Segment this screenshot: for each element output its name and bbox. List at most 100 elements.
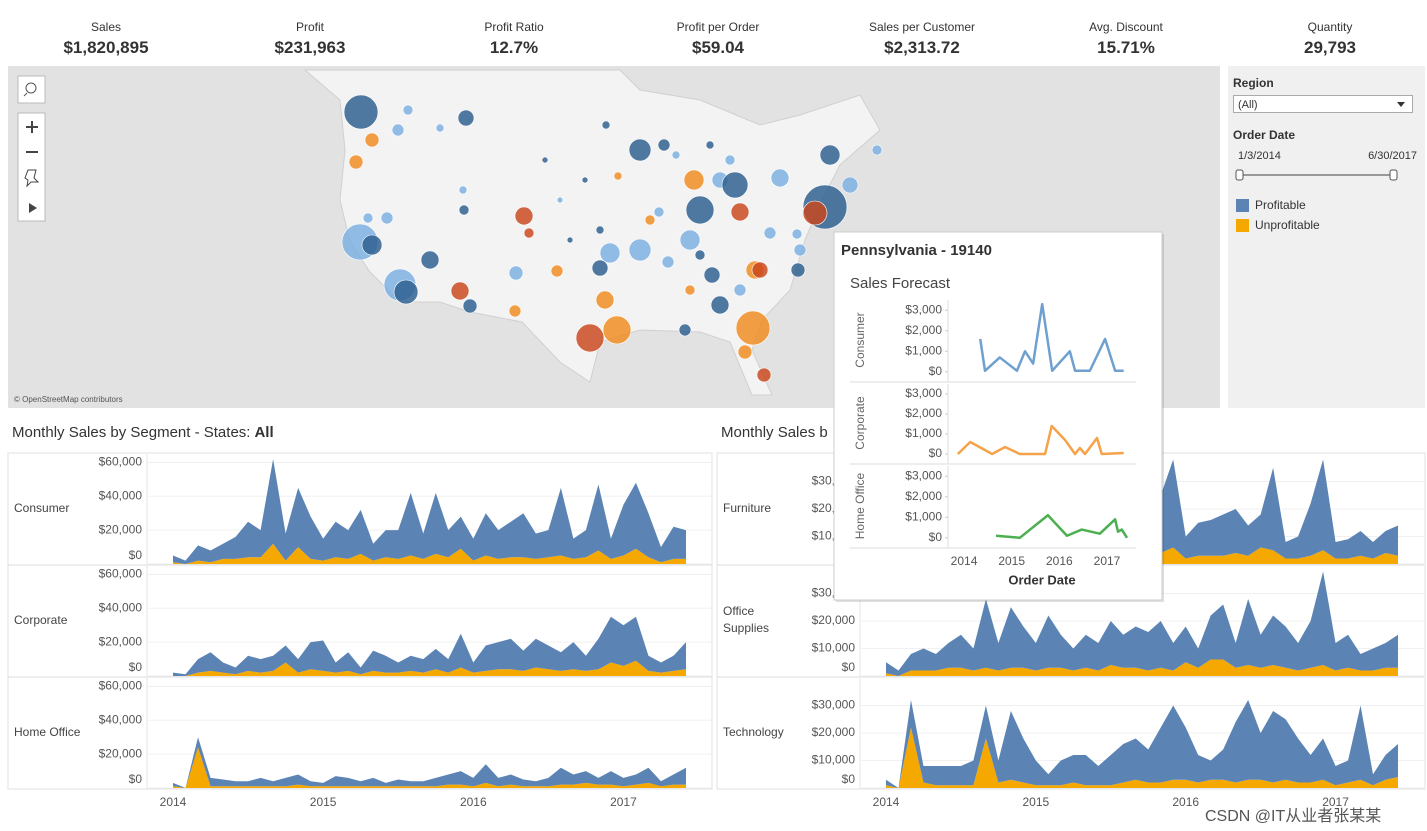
- map-bubble: [566, 236, 574, 244]
- y-tick-label: $30,000: [812, 698, 856, 712]
- area: [886, 700, 1398, 788]
- y-tick-label: $40,000: [99, 488, 143, 502]
- map-bubble: [644, 214, 656, 226]
- map-bubble: [802, 200, 828, 226]
- y-tick-label: $10,000: [812, 753, 856, 767]
- y-tick-label: $0: [929, 446, 943, 460]
- y-tick-label: $2,000: [905, 323, 942, 337]
- map-bubble: [575, 323, 605, 353]
- kpi: Sales per Customer $2,313.72: [820, 20, 1024, 58]
- search-button[interactable]: [17, 75, 46, 104]
- filter-label: Region: [1233, 76, 1274, 90]
- x-tick-label: 2015: [998, 554, 1025, 568]
- map-bubble: [380, 211, 394, 225]
- line: [956, 424, 1124, 456]
- map-bubble: [550, 264, 564, 278]
- legend-label: Profitable: [1255, 198, 1306, 212]
- slider-handle[interactable]: [1235, 169, 1244, 181]
- kpi: Quantity 29,793: [1228, 20, 1427, 58]
- area-chart: $0 $20,000 $40,000 $60,000: [8, 454, 712, 566]
- kpi-bar: Sales $1,820,895 Profit $231,963 Profit Rati…: [4, 20, 1427, 58]
- area-chart: $0 $20,000 $40,000 $60,000 2014 2015 2016 2017: [99, 678, 712, 809]
- map-bubble: [508, 265, 524, 281]
- x-tick-label: 2016: [1172, 795, 1199, 809]
- slider-handle[interactable]: [1389, 169, 1398, 181]
- x-tick-label: 2014: [160, 795, 187, 809]
- map-bubble: [770, 168, 790, 188]
- map-bubble: [730, 202, 750, 222]
- y-tick-label: $1,000: [905, 343, 942, 357]
- kpi-value: 12.7%: [489, 38, 539, 57]
- pin-button[interactable]: [24, 169, 40, 188]
- map-bubble: [595, 290, 615, 310]
- search-icon: [23, 92, 28, 97]
- y-tick-label: $3,000: [905, 468, 942, 482]
- kpi-value: 15.71%: [1097, 38, 1155, 57]
- watermark: CSDN @IT从业者张某某: [1205, 808, 1382, 825]
- map-bubble: [362, 212, 374, 224]
- x-tick-label: 2017: [1094, 554, 1121, 568]
- region-dropdown[interactable]: (All): [1233, 95, 1413, 113]
- date-start: 1/3/2014: [1238, 150, 1281, 162]
- date-end: 6/30/2017: [1368, 150, 1417, 162]
- kpi: Profit $231,963: [208, 20, 412, 58]
- y-tick-label: $0: [842, 660, 856, 674]
- kpi: Avg. Discount 15.71%: [1024, 20, 1228, 58]
- tooltip-subtitle: Sales Forecast: [850, 275, 951, 292]
- map-bubble: [819, 144, 841, 166]
- map-bubble: [737, 344, 753, 360]
- kpi-value: 29,793: [1304, 38, 1356, 57]
- map-bubble: [763, 226, 777, 240]
- row-label: Office Supplies: [723, 604, 770, 635]
- row-label: Home Office: [853, 472, 867, 539]
- kpi-label: Sales: [90, 20, 122, 34]
- legend-swatch: [1236, 198, 1249, 212]
- map-bubble: [457, 109, 475, 127]
- search-icon: [25, 82, 37, 94]
- map-bubble: [343, 94, 379, 130]
- segment-frame: [7, 452, 713, 790]
- section-title: Monthly Sales by Segment - States: All: [12, 424, 274, 441]
- map-bubble: [628, 138, 652, 162]
- legend-item: Unprofitable: [1236, 218, 1320, 232]
- y-tick-label: $20,000: [99, 522, 143, 536]
- kpi-value: $1,820,895: [63, 38, 149, 57]
- kpi: Sales $1,820,895: [4, 20, 208, 58]
- map-bubble: [756, 367, 772, 383]
- map-bubble: [435, 123, 445, 133]
- map-bubble: [841, 176, 859, 194]
- y-tick-label: $2,000: [905, 489, 942, 503]
- y-tick-label: $20,000: [812, 613, 856, 627]
- map-bubble: [364, 132, 380, 148]
- y-tick-label: $2,000: [905, 406, 942, 420]
- map-bubble: [458, 185, 468, 195]
- map-bubble: [694, 249, 706, 261]
- y-tick-label: $0: [129, 548, 143, 562]
- kpi-label: Profit per Order: [676, 20, 760, 34]
- us-land: [303, 69, 881, 396]
- map-bubbles: [341, 94, 883, 383]
- y-tick-label: $20,000: [99, 746, 143, 760]
- y-tick-label: $60,000: [99, 567, 143, 581]
- kpi: Profit per Order $59.04: [616, 20, 820, 58]
- date-slider[interactable]: [1228, 165, 1425, 185]
- y-tick-label: $0: [129, 772, 143, 786]
- area: [886, 571, 1398, 676]
- row-label: Home Office: [14, 725, 81, 739]
- map-bubble: [602, 315, 632, 345]
- dropdown-value: (All): [1238, 99, 1258, 111]
- y-tick-label: $3,000: [905, 386, 942, 400]
- area: [886, 727, 1398, 788]
- map-bubble: [683, 169, 705, 191]
- dropdown-arrow: [1397, 102, 1405, 107]
- kpi-label: Quantity: [1307, 20, 1353, 34]
- map-bubble: [361, 234, 383, 256]
- area-chart: $0 $20,000 $40,000 $60,000: [8, 566, 712, 678]
- play-button[interactable]: [29, 203, 37, 213]
- map-bubble: [348, 154, 364, 170]
- map-bubble: [685, 195, 715, 225]
- area: [173, 660, 686, 676]
- line: [995, 513, 1129, 540]
- map-bubble: [514, 206, 534, 226]
- map-bubble: [653, 206, 665, 218]
